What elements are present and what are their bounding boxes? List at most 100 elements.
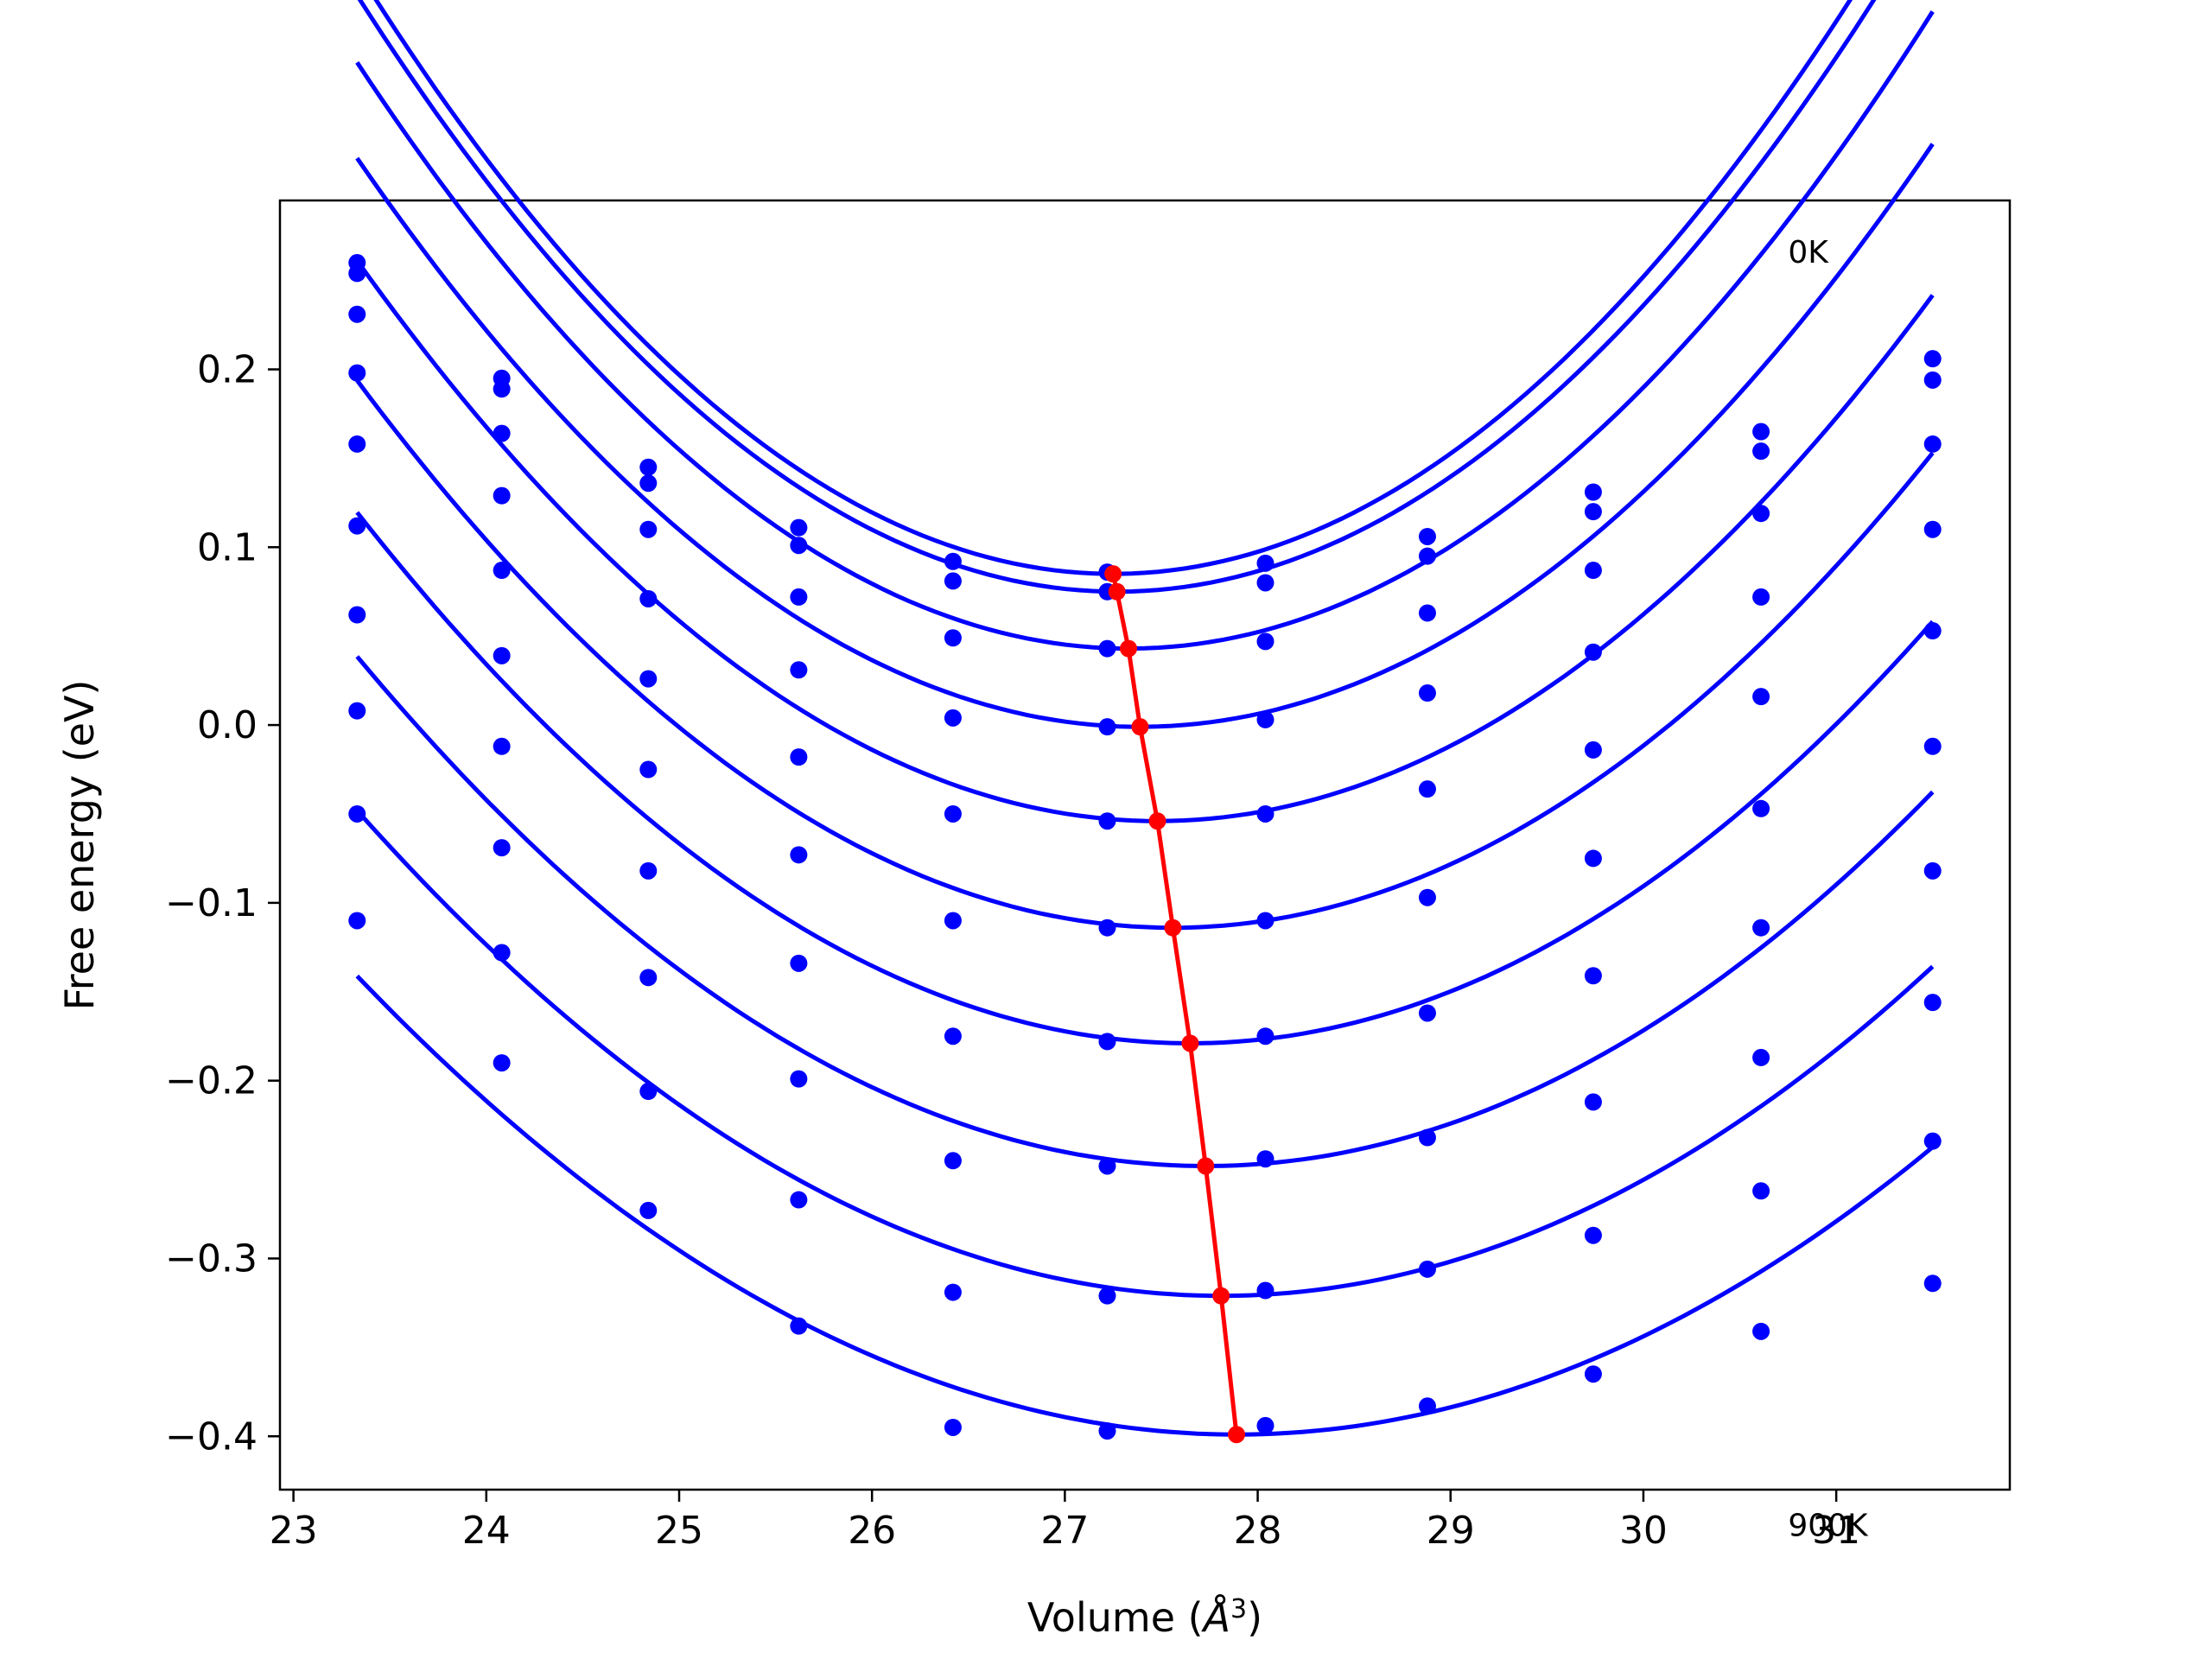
data-point bbox=[1923, 622, 1942, 640]
data-point bbox=[1752, 442, 1770, 461]
data-point bbox=[944, 1152, 962, 1170]
data-point bbox=[1752, 423, 1770, 441]
data-point bbox=[639, 1083, 658, 1101]
x-tick-label: 30 bbox=[1619, 1509, 1668, 1553]
data-point bbox=[1418, 1260, 1436, 1278]
fit-curve bbox=[355, 809, 1935, 1299]
x-tick-label: 27 bbox=[1040, 1509, 1089, 1553]
data-point bbox=[639, 760, 658, 779]
data-point bbox=[1098, 718, 1116, 736]
data-point bbox=[1256, 554, 1274, 572]
data-point bbox=[790, 1070, 808, 1088]
data-point bbox=[1418, 1004, 1436, 1022]
minimum-point bbox=[1212, 1287, 1230, 1305]
annotations: 0K 900K bbox=[1788, 235, 1869, 1543]
minimum-point bbox=[1228, 1426, 1246, 1444]
data-point bbox=[1256, 1416, 1274, 1434]
fit-curve bbox=[357, 0, 1877, 594]
fit-curve bbox=[355, 655, 1935, 1168]
data-point bbox=[493, 944, 511, 962]
data-point bbox=[1256, 574, 1274, 592]
minima-line bbox=[1104, 565, 1246, 1444]
data-point bbox=[348, 264, 366, 283]
data-point bbox=[1752, 799, 1770, 817]
x-tick-label: 23 bbox=[270, 1509, 318, 1553]
minimum-point bbox=[1148, 812, 1166, 830]
data-point bbox=[639, 474, 658, 493]
y-axis-title: Free energy (eV) bbox=[56, 680, 103, 1011]
y-tick-label: −0.4 bbox=[165, 1414, 257, 1459]
x-tick-label: 24 bbox=[462, 1509, 511, 1553]
minimum-point bbox=[1197, 1157, 1215, 1175]
data-point bbox=[1418, 604, 1436, 622]
y-tick-label: 0.1 bbox=[197, 525, 257, 569]
fit-curve bbox=[355, 974, 1935, 1437]
data-point bbox=[1923, 435, 1942, 453]
fit-curve bbox=[355, 10, 1935, 652]
plot-frame bbox=[278, 199, 2012, 1491]
data-point bbox=[1752, 1182, 1770, 1200]
data-point bbox=[1923, 737, 1942, 755]
data-point bbox=[1584, 562, 1602, 580]
minimum-point bbox=[1181, 1034, 1199, 1052]
data-point bbox=[944, 709, 962, 727]
data-point bbox=[1256, 1281, 1274, 1300]
data-point bbox=[790, 661, 808, 679]
minimum-point bbox=[1164, 918, 1182, 937]
y-tick-label: 0.2 bbox=[197, 348, 257, 392]
minimum-point bbox=[1131, 718, 1149, 736]
data-point bbox=[493, 424, 511, 442]
data-point bbox=[1584, 967, 1602, 985]
data-point bbox=[944, 804, 962, 823]
minima-curve bbox=[1110, 573, 1239, 1435]
data-point bbox=[1098, 1287, 1116, 1305]
data-point bbox=[639, 861, 658, 880]
data-point bbox=[1098, 1422, 1116, 1440]
data-point bbox=[1418, 527, 1436, 545]
data-point bbox=[1752, 588, 1770, 606]
data-point bbox=[1584, 1226, 1602, 1244]
x-tick-label: 31 bbox=[1812, 1509, 1860, 1553]
y-tick-label: 0.0 bbox=[197, 703, 257, 747]
data-point bbox=[493, 486, 511, 505]
data-point bbox=[1923, 1274, 1942, 1293]
data-point bbox=[1256, 632, 1274, 651]
data-point bbox=[1584, 849, 1602, 868]
y-tick-label: −0.2 bbox=[165, 1059, 257, 1103]
data-point bbox=[493, 737, 511, 755]
data-point bbox=[639, 458, 658, 476]
data-point bbox=[348, 702, 366, 720]
fit-curve bbox=[355, 511, 1935, 1046]
data-point bbox=[1418, 1397, 1436, 1415]
data-point bbox=[1098, 812, 1116, 830]
data-point bbox=[1584, 483, 1602, 501]
data-point bbox=[1923, 371, 1942, 389]
data-point bbox=[790, 537, 808, 555]
data-point bbox=[348, 517, 366, 535]
data-point bbox=[1923, 350, 1942, 368]
data-points bbox=[348, 254, 1942, 1440]
data-point bbox=[1584, 643, 1602, 661]
x-tick-label: 28 bbox=[1234, 1509, 1282, 1553]
data-point bbox=[493, 1054, 511, 1072]
y-tick-label: −0.3 bbox=[165, 1236, 257, 1281]
fit-curve bbox=[355, 259, 1935, 823]
data-point bbox=[944, 572, 962, 590]
data-point bbox=[1923, 994, 1942, 1012]
temperature-annotation: 0K bbox=[1788, 235, 1829, 270]
data-point bbox=[790, 954, 808, 972]
data-point bbox=[493, 562, 511, 580]
data-point bbox=[348, 364, 366, 382]
data-point bbox=[1256, 1027, 1274, 1046]
data-point bbox=[790, 1191, 808, 1209]
data-point bbox=[1923, 1132, 1942, 1150]
data-point bbox=[944, 552, 962, 570]
fit-curves bbox=[355, 0, 1935, 1437]
data-point bbox=[1584, 1365, 1602, 1383]
x-tick-label: 25 bbox=[655, 1509, 703, 1553]
data-point bbox=[1418, 547, 1436, 565]
minimum-point bbox=[1120, 639, 1138, 658]
data-point bbox=[1256, 804, 1274, 823]
data-point bbox=[790, 588, 808, 606]
data-point bbox=[493, 839, 511, 857]
